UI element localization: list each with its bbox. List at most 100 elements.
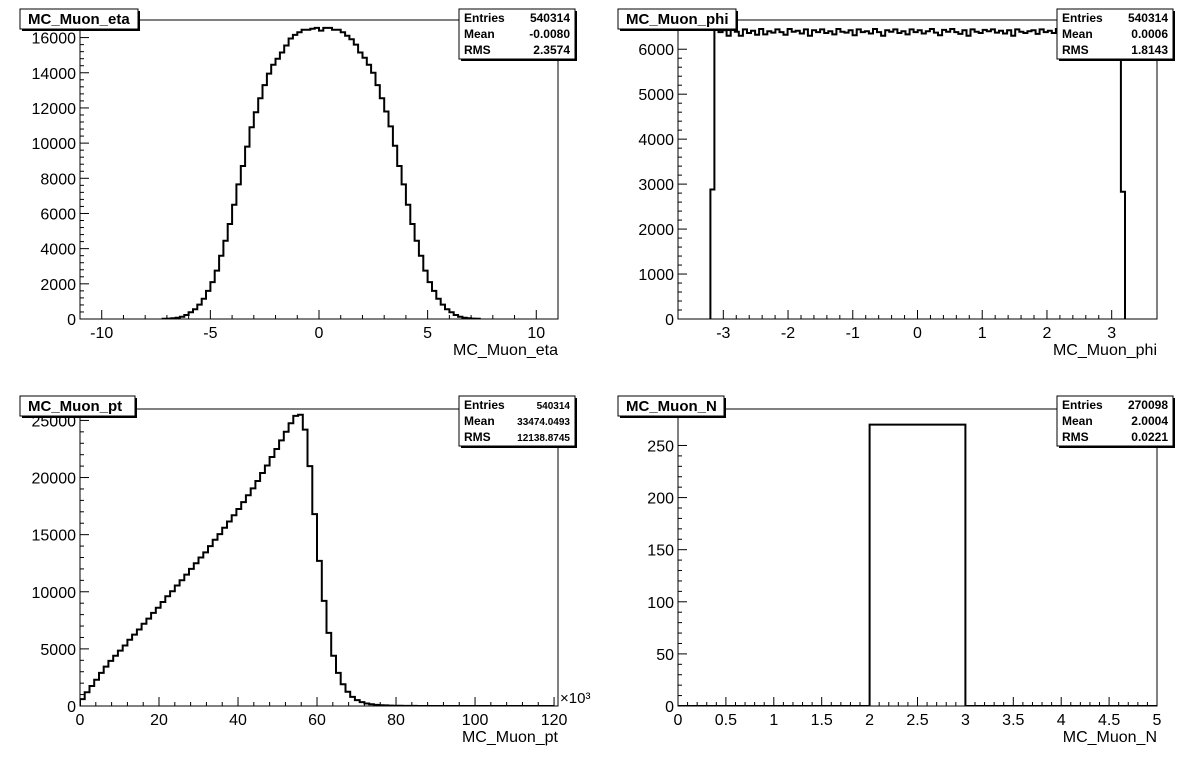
y-tick-label: 2000 <box>40 277 76 294</box>
stats-box-frame <box>1056 395 1174 447</box>
y-tick-label: 20000 <box>32 471 77 488</box>
title-box-frame <box>617 8 737 30</box>
histogram-line <box>678 423 1157 706</box>
y-tick-label: 10000 <box>32 136 77 153</box>
histogram-line <box>80 413 554 706</box>
x-tick-label: 2.5 <box>906 712 928 729</box>
y-tick-label: 200 <box>647 491 674 508</box>
stats-rms-value: 2.3574 <box>533 43 570 57</box>
y-tick-label: 50 <box>656 647 674 664</box>
x-tick-label: 100 <box>462 712 489 729</box>
stats-box: Entries 540314 Mean -0.0080 RMS 2.3574 <box>458 8 577 61</box>
histogram-panel-MC_Muon_pt: 0 20 40 60 80 100 1200500010000150002000025000… <box>19 395 590 746</box>
histogram-line <box>709 28 1126 319</box>
x-axis-label: MC_Muon_pt <box>462 729 559 746</box>
stats-entries-value: 540314 <box>537 401 571 412</box>
stats-mean-value: 0.0006 <box>1131 27 1168 41</box>
x-axis-label: MC_Muon_N <box>1063 729 1157 746</box>
x-tick-label: 120 <box>541 712 568 729</box>
y-tick-label: 100 <box>647 595 674 612</box>
y-tick-label: 0 <box>665 699 674 716</box>
plot-frame <box>677 19 1158 320</box>
stats-rms-value: 12138.8745 <box>517 433 570 444</box>
x-axis-label: MC_Muon_phi <box>1053 342 1157 359</box>
title-box-frame <box>19 395 136 417</box>
stats-rms-label: RMS <box>464 43 491 57</box>
x-tick-label: 1.5 <box>811 712 833 729</box>
stats-entries-value: 270098 <box>1128 398 1168 412</box>
stats-entries-label: Entries <box>464 11 505 25</box>
stats-entries-label: Entries <box>1062 11 1103 25</box>
x-tick-label: -2 <box>781 325 795 342</box>
y-tick-label: 6000 <box>638 42 674 59</box>
x-tick-label: 0 <box>674 712 683 729</box>
stats-entries-value: 540314 <box>1128 11 1168 25</box>
stats-mean-label: Mean <box>1062 27 1093 41</box>
plot-frame <box>79 19 559 320</box>
stats-box: Entries 540314 Mean 33474.0493 RMS 12138.8745 <box>458 395 577 448</box>
stats-mean-value: 2.0004 <box>1131 414 1168 428</box>
y-tick-label: 5000 <box>40 642 76 659</box>
x-tick-label: 0 <box>76 712 85 729</box>
y-tick-label: 6000 <box>40 206 76 223</box>
title-box: MC_Muon_eta <box>19 8 140 31</box>
x-tick-label: 4 <box>1057 712 1066 729</box>
stats-rms-label: RMS <box>464 430 491 444</box>
stats-rms-label: RMS <box>1062 43 1089 57</box>
x-tick-label: 3 <box>1107 325 1116 342</box>
plot-frame <box>677 408 1158 707</box>
title-box-frame <box>19 8 139 30</box>
stats-rms-value: 1.8143 <box>1131 43 1168 57</box>
y-tick-label: 8000 <box>40 171 76 188</box>
x-tick-label: 1 <box>769 712 778 729</box>
x-tick-label: 80 <box>387 712 405 729</box>
stats-mean-label: Mean <box>464 27 495 41</box>
stats-mean-label: Mean <box>1062 414 1093 428</box>
x-tick-label: -3 <box>716 325 730 342</box>
stats-mean-value: 33474.0493 <box>517 417 570 428</box>
title-box-frame <box>617 395 725 417</box>
y-tick-label: 3000 <box>638 177 674 194</box>
stats-entries-label: Entries <box>464 398 505 412</box>
x-tick-label: 60 <box>308 712 326 729</box>
y-tick-label: 250 <box>647 438 674 455</box>
y-tick-label: 15000 <box>32 528 77 545</box>
x-tick-label: 40 <box>229 712 247 729</box>
y-tick-label: 150 <box>647 543 674 560</box>
y-tick-label: 1000 <box>638 267 674 284</box>
x-tick-label: -10 <box>90 325 113 342</box>
stats-rms-label: RMS <box>1062 430 1089 444</box>
y-tick-label: 16000 <box>32 31 77 48</box>
stats-box: Entries 270098 Mean 2.0004 RMS 0.0221 <box>1056 395 1175 448</box>
x-tick-label: 0 <box>913 325 922 342</box>
stats-mean-value: -0.0080 <box>529 27 570 41</box>
x-tick-label: 0.5 <box>715 712 737 729</box>
x-tick-label: 10 <box>527 325 545 342</box>
histogram-line <box>161 26 481 319</box>
stats-box-frame <box>458 395 576 447</box>
y-tick-label: 5000 <box>638 87 674 104</box>
y-tick-label: 4000 <box>40 242 76 259</box>
title-box: MC_Muon_pt <box>19 395 137 418</box>
stats-entries-label: Entries <box>1062 398 1103 412</box>
x-tick-label: 5 <box>423 325 432 342</box>
y-tick-label: 14000 <box>32 66 77 83</box>
stats-box: Entries 540314 Mean 0.0006 RMS 1.8143 <box>1056 8 1175 61</box>
x-tick-label: 3.5 <box>1002 712 1024 729</box>
title-box: MC_Muon_N <box>617 395 726 418</box>
y-tick-label: 4000 <box>638 132 674 149</box>
x-tick-label: 1 <box>978 325 987 342</box>
y-tick-label: 2000 <box>638 222 674 239</box>
x-tick-label: 4.5 <box>1098 712 1120 729</box>
histogram-panel-MC_Muon_eta: -10 -5 0 5 10 0 2000 4000 6000 8000 10000 12000 1400… <box>19 8 577 359</box>
stats-box-frame <box>1056 8 1174 60</box>
x-tick-label: -5 <box>203 325 217 342</box>
chart-title: MC_Muon_eta <box>28 11 130 28</box>
chart-title: MC_Muon_N <box>626 398 717 415</box>
chart-title: MC_Muon_pt <box>28 398 122 415</box>
y-tick-label: 0 <box>67 699 76 716</box>
chart-title: MC_Muon_phi <box>626 11 729 28</box>
x-tick-label: 20 <box>150 712 168 729</box>
stats-box-frame <box>458 8 576 60</box>
